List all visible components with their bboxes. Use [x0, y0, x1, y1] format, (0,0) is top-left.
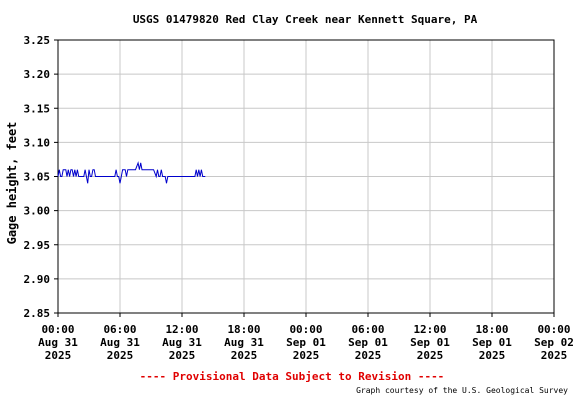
chart-grid: [58, 40, 554, 313]
y-tick-label: 3.00: [24, 205, 51, 218]
x-tick-time: 06:00: [103, 323, 136, 336]
x-tick-year: 2025: [479, 349, 506, 362]
x-tick-year: 2025: [169, 349, 196, 362]
x-tick-time: 06:00: [351, 323, 384, 336]
graph-credit: Graph courtesy of the U.S. Geological Su…: [356, 386, 568, 395]
series-layer: [57, 161, 206, 184]
x-tick-year: 2025: [45, 349, 72, 362]
y-tick-label: 3.20: [24, 68, 51, 81]
y-tick-label: 2.90: [24, 273, 51, 286]
x-tick-time: 00:00: [289, 323, 322, 336]
x-tick-date: Sep 01: [472, 336, 512, 349]
gage-height-series-line: [57, 161, 206, 184]
provisional-notice: ---- Provisional Data Subject to Revisio…: [140, 370, 445, 383]
x-tick-date: Sep 01: [410, 336, 450, 349]
y-tick-label: 3.25: [24, 34, 51, 47]
y-tick-label: 3.05: [24, 171, 51, 184]
x-tick-year: 2025: [417, 349, 444, 362]
y-tick-label: 2.85: [24, 307, 51, 320]
y-axis-ticks: 2.85 2.90 2.95 3.00 3.05 3.10 3.15 3.20 3.25: [24, 34, 58, 320]
y-axis-label: Gage height, feet: [5, 122, 19, 245]
y-tick-label: 2.95: [24, 239, 51, 252]
x-tick-time: 00:00: [537, 323, 570, 336]
x-tick-year: 2025: [355, 349, 382, 362]
x-tick-time: 12:00: [165, 323, 198, 336]
x-tick-year: 2025: [231, 349, 258, 362]
x-tick-date: Aug 31: [100, 336, 140, 349]
y-tick-label: 3.15: [24, 102, 51, 115]
x-tick-date: Sep 02: [534, 336, 574, 349]
x-tick-time: 18:00: [475, 323, 508, 336]
x-tick-date: Aug 31: [38, 336, 78, 349]
chart-title: USGS 01479820 Red Clay Creek near Kennet…: [133, 13, 478, 26]
x-tick-time: 12:00: [413, 323, 446, 336]
x-tick-time: 18:00: [227, 323, 260, 336]
y-tick-label: 3.10: [24, 136, 51, 149]
x-tick-year: 2025: [541, 349, 568, 362]
x-tick-year: 2025: [293, 349, 320, 362]
x-tick-date: Aug 31: [224, 336, 264, 349]
x-tick-time: 00:00: [41, 323, 74, 336]
x-tick-date: Sep 01: [286, 336, 326, 349]
x-tick-date: Sep 01: [348, 336, 388, 349]
x-tick-date: Aug 31: [162, 336, 202, 349]
x-tick-year: 2025: [107, 349, 134, 362]
